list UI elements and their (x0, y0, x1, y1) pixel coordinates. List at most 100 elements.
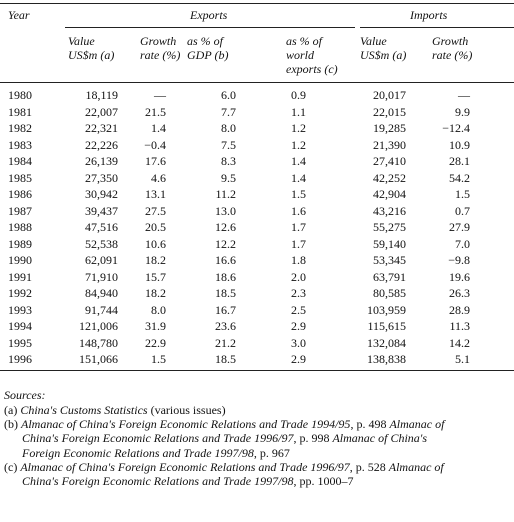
cell: 53,345 (373, 253, 406, 267)
cell: 1.2 (291, 137, 306, 152)
exports-header: Exports (190, 8, 228, 22)
cell: 2.3 (291, 286, 306, 300)
cell: 1981 (8, 104, 32, 119)
cell: 19.6 (449, 269, 470, 284)
cell: 16.6 (215, 253, 236, 267)
cell: 2.9 (291, 319, 306, 333)
source-text: Almanac of China's Foreign Economic Rela… (20, 459, 350, 474)
cell: 15.7 (145, 269, 166, 284)
cell: 84,940 (85, 286, 118, 300)
source-text: China's Customs Statistics (20, 403, 148, 417)
cell: 43,216 (373, 203, 406, 218)
cell: 5.1 (455, 352, 470, 366)
cell: 1984 (8, 154, 32, 168)
imports-header: Imports (410, 8, 448, 22)
cell: 47,516 (85, 220, 118, 234)
cell: 121,006 (79, 319, 118, 333)
cell: 9.9 (455, 104, 470, 119)
cell: 14.2 (449, 335, 470, 350)
cell: 1983 (8, 137, 32, 152)
rule (0, 3, 514, 4)
cell: 8.3 (221, 154, 236, 168)
cell: 22.9 (145, 335, 166, 350)
cell: 0.7 (455, 203, 470, 218)
source-line: (b) Almanac of China's Foreign Economic … (4, 417, 444, 431)
cell: 13.1 (145, 187, 166, 201)
cell: 1.5 (291, 187, 306, 201)
source-text: , p. 528 (349, 459, 389, 474)
cell: 1988 (8, 220, 32, 234)
cell: 22,226 (85, 137, 118, 152)
cell: 28.9 (449, 302, 470, 317)
source-text: (various issues) (147, 403, 226, 417)
cell: 18.2 (145, 286, 166, 300)
cell: 148,780 (79, 335, 118, 350)
column-header: Growth (140, 34, 177, 48)
cell: 22,015 (373, 104, 406, 119)
rule (65, 27, 355, 28)
column-header: rate (%) (140, 48, 181, 62)
cell: 10.6 (145, 236, 166, 251)
cell: −9.8 (448, 253, 470, 267)
source-text: Almanac of China's Foreign Economic Rela… (21, 417, 351, 432)
column-header: as % of (187, 34, 223, 48)
cell: 71,910 (85, 269, 118, 284)
cell: 27.5 (145, 203, 166, 218)
source-line: China's Foreign Economic Relations and T… (22, 431, 427, 445)
cell: 1.1 (291, 104, 306, 119)
source-line: (c) Almanac of China's Foreign Economic … (4, 460, 444, 474)
cell: 1.4 (151, 121, 166, 135)
cell: 1992 (8, 286, 32, 300)
source-text: , p. 967 (253, 445, 290, 460)
cell: 42,252 (373, 170, 406, 185)
cell: 1.4 (291, 170, 306, 185)
cell: 1990 (8, 253, 32, 267)
cell: 1989 (8, 236, 32, 251)
cell: 1.2 (291, 121, 306, 135)
cell: 21.5 (145, 104, 166, 119)
cell: 30,942 (85, 187, 118, 201)
column-header: world (286, 48, 315, 62)
cell: 62,091 (85, 253, 118, 267)
column-header: Value (360, 34, 387, 48)
cell: 18.2 (145, 253, 166, 267)
cell: 2.9 (291, 352, 306, 366)
cell: 1.4 (291, 154, 306, 168)
source-text: , p. 498 (350, 417, 390, 432)
source-text: (b) (4, 417, 21, 432)
source-line: Foreign Economic Relations and Trade 199… (22, 446, 290, 460)
source-text: China's Foreign Economic Relations and T… (22, 474, 294, 488)
cell: 21.2 (215, 335, 236, 350)
cell: 18.5 (215, 352, 236, 366)
cell: 1.7 (291, 220, 306, 234)
column-header: US$m (a) (360, 48, 407, 62)
column-header: Value (68, 34, 95, 48)
source-text: Almanac of (388, 459, 444, 474)
cell: 0.9 (291, 88, 306, 102)
cell: 1.7 (291, 236, 306, 251)
cell: 55,275 (373, 220, 406, 234)
cell: 18.6 (215, 269, 236, 284)
cell: 2.0 (291, 269, 306, 284)
rule (360, 27, 514, 28)
cell: −0.4 (144, 137, 166, 152)
source-text: China's Foreign Economic Relations and T… (22, 431, 294, 446)
cell: 1982 (8, 121, 32, 135)
cell: 80,585 (373, 286, 406, 300)
rule (0, 370, 514, 371)
column-header: US$m (a) (68, 48, 115, 62)
cell: 20.5 (145, 220, 166, 234)
cell: 20,017 (373, 88, 406, 102)
cell: — (154, 88, 166, 102)
cell: 7.0 (455, 236, 470, 251)
source-text: Almanac of (389, 417, 445, 432)
column-header: as % of (286, 34, 322, 48)
cell: 8.0 (151, 302, 166, 317)
cell: 63,791 (373, 269, 406, 284)
cell: 9.5 (221, 170, 236, 185)
cell: 11.2 (215, 187, 236, 201)
source-text: (c) (4, 459, 21, 474)
cell: 13.0 (215, 203, 236, 218)
cell: −12.4 (442, 121, 470, 135)
